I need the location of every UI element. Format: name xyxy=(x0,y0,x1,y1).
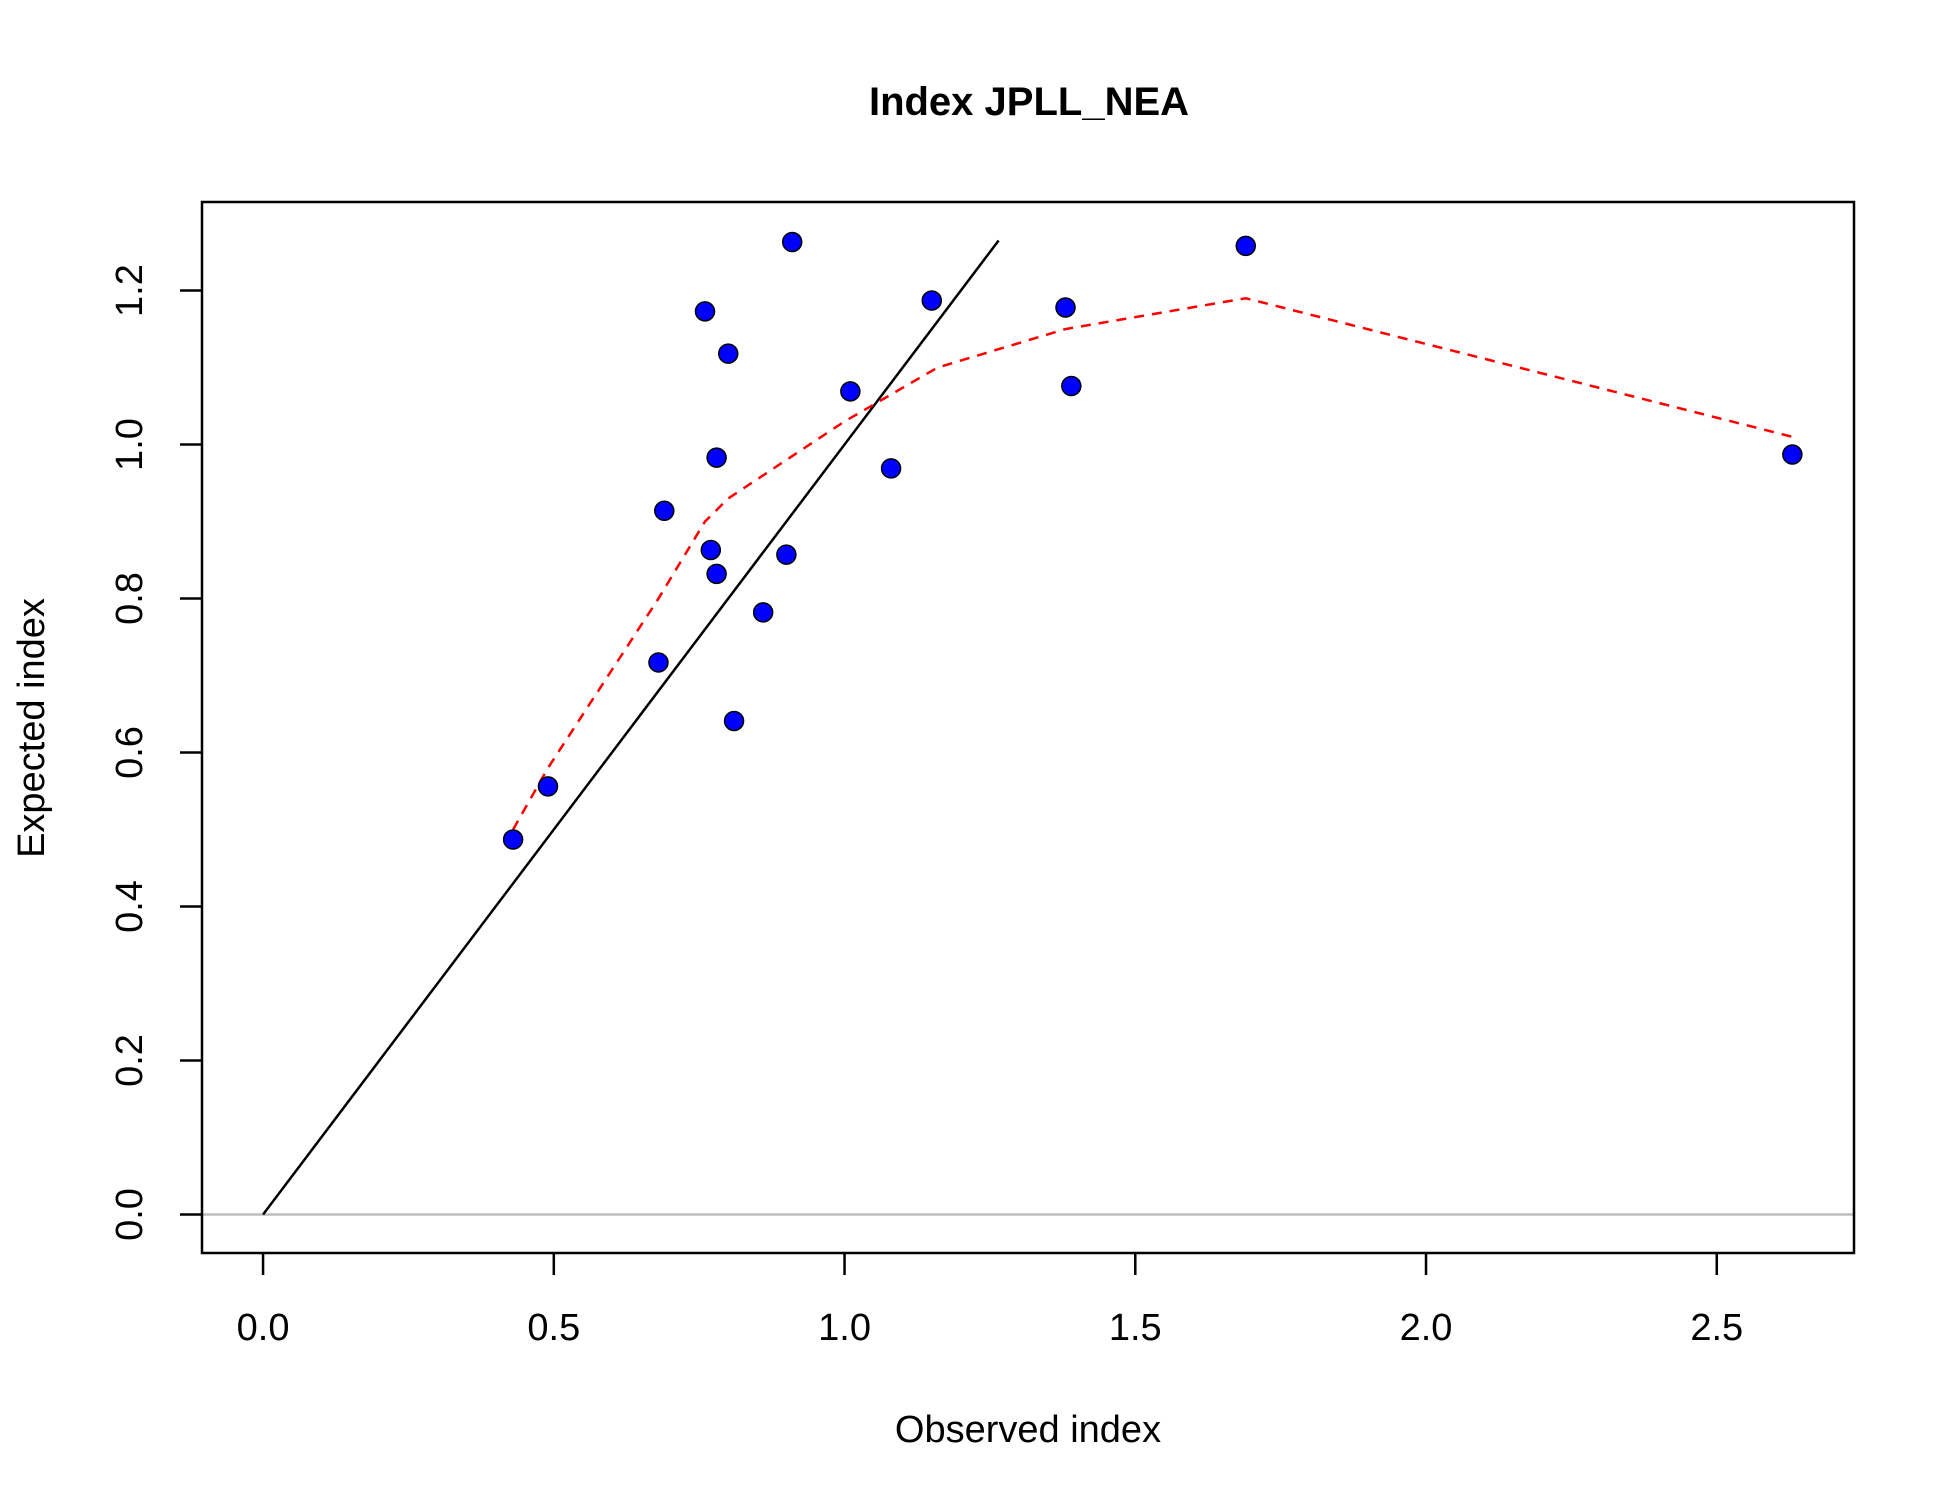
data-point xyxy=(700,539,722,561)
data-point xyxy=(654,500,675,522)
y-tick-label: 0.4 xyxy=(109,880,151,933)
x-tick-label: 1.0 xyxy=(818,1307,871,1349)
smoother-line xyxy=(512,296,1793,831)
data-point xyxy=(717,343,739,364)
data-point xyxy=(752,602,774,623)
data-point xyxy=(1061,375,1082,397)
data-point xyxy=(648,652,669,673)
plot-frame xyxy=(200,200,1856,1255)
data-point xyxy=(723,710,745,732)
y-axis: 0.0 0.2 0.4 0.6 0.8 1.0 1.2 xyxy=(109,264,202,1241)
x-tick-label: 1.5 xyxy=(1109,1307,1162,1349)
data-point xyxy=(1235,235,1257,257)
x-axis-label: Observed index xyxy=(895,1409,1161,1451)
y-tick-label: 0.0 xyxy=(109,1188,151,1241)
data-point xyxy=(776,544,797,565)
data-point xyxy=(694,301,716,322)
data-point xyxy=(880,458,902,479)
x-tick-label: 0.0 xyxy=(237,1307,290,1349)
y-tick-label: 0.8 xyxy=(109,572,151,625)
x-tick-label: 2.5 xyxy=(1690,1307,1743,1349)
y-tick-label: 1.0 xyxy=(109,418,151,471)
y-tick-label: 0.2 xyxy=(109,1034,151,1087)
data-point xyxy=(921,290,943,311)
chart-title: Index JPLL_NEA xyxy=(869,80,1189,124)
data-point xyxy=(1055,297,1076,318)
x-axis: 0.0 0.5 1.0 1.5 2.0 2.5 xyxy=(237,1253,1743,1349)
x-tick-label: 0.5 xyxy=(527,1307,580,1349)
plot-area xyxy=(202,231,1854,1216)
data-point xyxy=(706,563,727,585)
data-point xyxy=(502,829,524,850)
identity-line xyxy=(262,239,1000,1216)
data-point xyxy=(706,447,727,468)
data-point xyxy=(1782,444,1803,465)
data-point xyxy=(781,231,803,253)
y-tick-label: 0.6 xyxy=(109,726,151,779)
y-tick-label: 1.2 xyxy=(109,264,151,317)
y-axis-label: Expected index xyxy=(11,598,53,858)
data-point xyxy=(537,776,559,797)
x-tick-label: 2.0 xyxy=(1400,1307,1453,1349)
data-point xyxy=(840,381,861,402)
